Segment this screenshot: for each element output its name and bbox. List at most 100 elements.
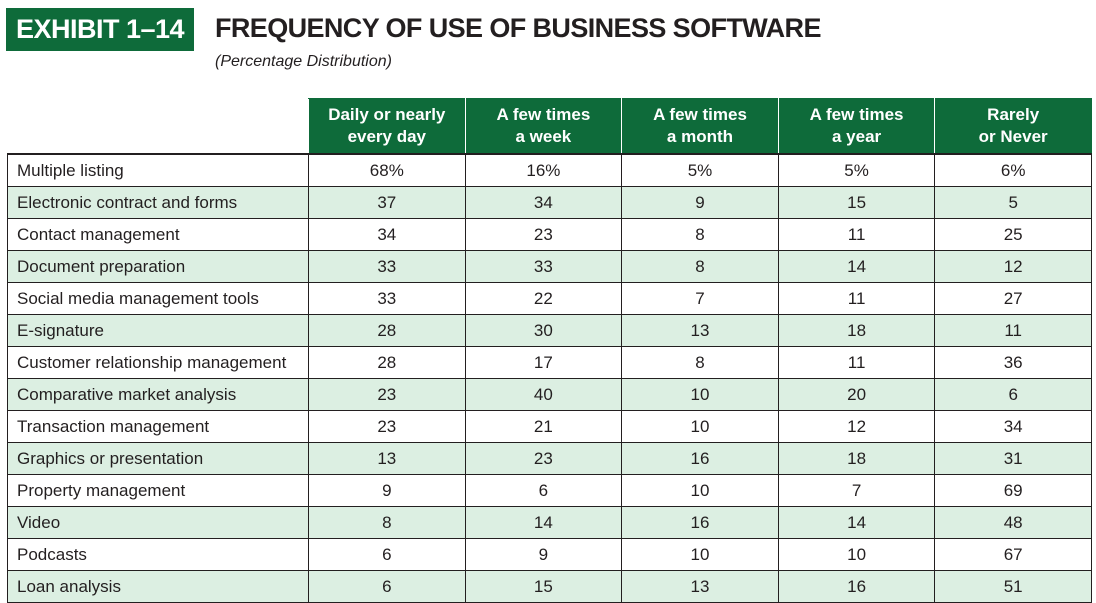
row-label: Comparative market analysis — [7, 378, 309, 411]
cell-rarely: 12 — [934, 250, 1092, 283]
table-row: Video 8 14 16 14 48 — [7, 506, 1092, 539]
row-label: Document preparation — [7, 250, 309, 283]
cell-yearly: 11 — [777, 218, 936, 251]
cell-daily: 34 — [308, 218, 466, 251]
header-line: A few times — [653, 105, 747, 124]
header-line: Rarely — [987, 105, 1040, 124]
cell-yearly: 11 — [777, 346, 936, 379]
row-label: Video — [7, 506, 309, 539]
cell-rarely: 48 — [934, 506, 1092, 539]
row-label: E-signature — [7, 314, 309, 347]
exhibit-subtitle: (Percentage Distribution) — [215, 53, 392, 70]
cell-yearly: 14 — [777, 250, 936, 283]
cell-yearly: 15 — [777, 186, 936, 219]
cell-daily: 6 — [308, 538, 466, 571]
cell-monthly: 10 — [621, 410, 779, 443]
table-row: Document preparation 33 33 8 14 12 — [7, 250, 1092, 283]
cell-yearly: 16 — [777, 570, 936, 603]
header-row: Daily or nearly every day A few times a … — [7, 98, 1092, 155]
cell-rarely: 31 — [934, 442, 1092, 475]
cell-weekly: 22 — [464, 282, 623, 315]
row-label: Podcasts — [7, 538, 309, 571]
cell-daily: 37 — [308, 186, 466, 219]
header-line: every day — [347, 127, 427, 146]
table-row: Property management 9 6 10 7 69 — [7, 474, 1092, 507]
cell-monthly: 8 — [621, 250, 779, 283]
cell-rarely: 11 — [934, 314, 1092, 347]
row-label: Electronic contract and forms — [7, 186, 309, 219]
row-label: Transaction management — [7, 410, 309, 443]
cell-weekly: 30 — [464, 314, 623, 347]
table-row: E-signature 28 30 13 18 11 — [7, 314, 1092, 347]
header-line: A few times — [809, 105, 904, 124]
cell-rarely: 69 — [934, 474, 1092, 507]
cell-daily: 68% — [308, 153, 466, 187]
cell-monthly: 7 — [621, 282, 779, 315]
cell-monthly: 9 — [621, 186, 779, 219]
row-label: Loan analysis — [7, 570, 309, 603]
row-label: Graphics or presentation — [7, 442, 309, 475]
cell-daily: 6 — [308, 570, 466, 603]
cell-daily: 28 — [308, 346, 466, 379]
cell-monthly: 10 — [621, 378, 779, 411]
software-usage-table: Daily or nearly every day A few times a … — [7, 98, 1092, 603]
cell-yearly: 14 — [777, 506, 936, 539]
cell-rarely: 67 — [934, 538, 1092, 571]
cell-rarely: 36 — [934, 346, 1092, 379]
cell-monthly: 10 — [621, 538, 779, 571]
cell-yearly: 20 — [777, 378, 936, 411]
header-line: a week — [515, 127, 572, 146]
header-weekly: A few times a week — [464, 98, 623, 155]
cell-daily: 8 — [308, 506, 466, 539]
cell-monthly: 16 — [621, 506, 779, 539]
header-line: a year — [831, 127, 882, 146]
cell-monthly: 13 — [621, 570, 779, 603]
header-corner — [7, 98, 309, 155]
row-label: Property management — [7, 474, 309, 507]
cell-weekly: 40 — [464, 378, 623, 411]
cell-monthly: 13 — [621, 314, 779, 347]
cell-rarely: 27 — [934, 282, 1092, 315]
cell-weekly: 6 — [464, 474, 623, 507]
cell-weekly: 9 — [464, 538, 623, 571]
header-line: a month — [666, 127, 734, 146]
header-yearly: A few times a year — [777, 98, 936, 155]
cell-yearly: 7 — [777, 474, 936, 507]
cell-weekly: 15 — [464, 570, 623, 603]
cell-rarely: 51 — [934, 570, 1092, 603]
header-monthly: A few times a month — [621, 98, 779, 155]
table-row: Contact management 34 23 8 11 25 — [7, 218, 1092, 251]
cell-daily: 33 — [308, 282, 466, 315]
cell-daily: 28 — [308, 314, 466, 347]
cell-rarely: 6 — [934, 378, 1092, 411]
cell-yearly: 5% — [777, 153, 936, 187]
table-row: Social media management tools 33 22 7 11 27 — [7, 282, 1092, 315]
exhibit-title: FREQUENCY OF USE OF BUSINESS SOFTWARE — [215, 13, 821, 43]
header-line: or Never — [978, 127, 1048, 146]
table-row: Multiple listing 68% 16% 5% 5% 6% — [7, 153, 1092, 187]
cell-daily: 33 — [308, 250, 466, 283]
table-row: Comparative market analysis 23 40 10 20 6 — [7, 378, 1092, 411]
table-row: Customer relationship management 28 17 8 11 3… — [7, 346, 1092, 379]
header-rarely: Rarely or Never — [934, 98, 1092, 155]
cell-yearly: 18 — [777, 442, 936, 475]
exhibit-label: EXHIBIT 1–14 — [6, 8, 194, 51]
cell-monthly: 10 — [621, 474, 779, 507]
cell-weekly: 23 — [464, 218, 623, 251]
cell-weekly: 16% — [464, 153, 623, 187]
header-line: A few times — [496, 105, 591, 124]
cell-weekly: 14 — [464, 506, 623, 539]
cell-weekly: 34 — [464, 186, 623, 219]
cell-weekly: 33 — [464, 250, 623, 283]
cell-monthly: 8 — [621, 346, 779, 379]
table-row: Graphics or presentation 13 23 16 18 31 — [7, 442, 1092, 475]
cell-daily: 13 — [308, 442, 466, 475]
cell-monthly: 16 — [621, 442, 779, 475]
cell-monthly: 8 — [621, 218, 779, 251]
cell-weekly: 21 — [464, 410, 623, 443]
row-label: Multiple listing — [7, 153, 309, 187]
row-label: Customer relationship management — [7, 346, 309, 379]
cell-yearly: 11 — [777, 282, 936, 315]
row-label: Social media management tools — [7, 282, 309, 315]
table-row: Transaction management 23 21 10 12 34 — [7, 410, 1092, 443]
